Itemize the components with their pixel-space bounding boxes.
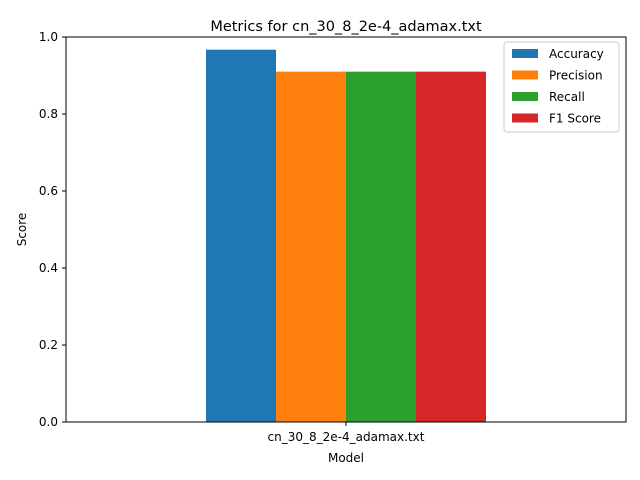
legend-frame [503,41,620,133]
legend-swatch-f1-score [512,113,538,123]
legend: Accuracy Precision Recall F1 Score [503,41,620,133]
legend-swatch-accuracy [512,49,538,58]
x-axis-ticks: cn_30_8_2e-4_adamax.txt [268,422,425,444]
legend-label-recall: Recall [549,90,585,104]
bar-accuracy [206,49,276,422]
y-axis-label: Score [15,213,29,247]
y-tick-label: 0.4 [39,261,58,275]
y-tick-label: 1.0 [39,30,58,44]
x-tick-label: cn_30_8_2e-4_adamax.txt [268,430,425,444]
bars-group [206,49,486,423]
legend-label-precision: Precision [549,69,603,83]
legend-label-f1-score: F1 Score [549,112,601,126]
y-axis-ticks: 0.0 0.2 0.4 0.6 0.8 1.0 [39,30,66,429]
y-tick-label: 0.8 [39,107,58,121]
bar-recall [346,71,416,423]
y-tick-label: 0.6 [39,184,58,198]
x-axis-label: Model [328,451,364,465]
y-tick-label: 0.2 [39,338,58,352]
bar-f1-score [416,71,486,423]
y-tick-label: 0.0 [39,415,58,429]
legend-swatch-recall [512,92,538,101]
chart-title: Metrics for cn_30_8_2e-4_adamax.txt [210,19,482,35]
legend-label-accuracy: Accuracy [549,47,604,61]
bar-precision [276,71,346,423]
legend-swatch-precision [512,70,538,80]
